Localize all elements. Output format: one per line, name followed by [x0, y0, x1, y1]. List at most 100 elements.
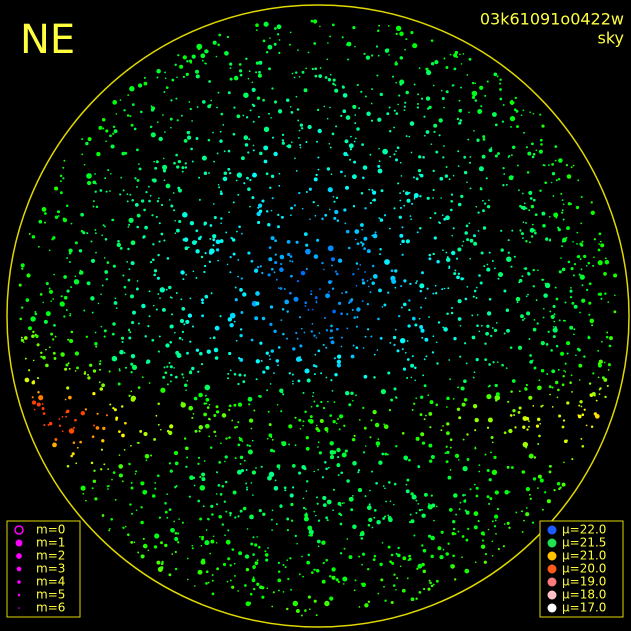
star — [332, 509, 335, 512]
star — [165, 343, 170, 348]
star — [448, 359, 451, 361]
star — [352, 399, 354, 402]
star — [343, 547, 346, 550]
star — [504, 489, 510, 495]
star — [580, 195, 583, 199]
star — [239, 288, 243, 292]
star — [211, 573, 214, 577]
star — [125, 525, 127, 528]
star — [403, 105, 406, 108]
star — [502, 166, 505, 170]
star — [434, 212, 437, 215]
star — [433, 519, 435, 522]
star — [289, 493, 294, 498]
star — [343, 151, 348, 157]
star — [234, 426, 237, 429]
star — [252, 536, 255, 539]
star — [339, 552, 343, 555]
star — [145, 190, 148, 194]
star — [302, 424, 304, 427]
star — [251, 87, 256, 92]
star — [249, 514, 254, 520]
star — [164, 543, 168, 548]
star — [218, 515, 222, 519]
star — [143, 208, 146, 212]
star — [186, 578, 189, 581]
star — [388, 54, 390, 56]
star — [283, 288, 286, 290]
star — [255, 378, 258, 381]
star — [361, 228, 364, 231]
star — [330, 324, 333, 328]
star — [210, 292, 213, 295]
star — [370, 119, 374, 122]
star — [48, 249, 51, 252]
star — [205, 582, 208, 585]
star — [148, 290, 151, 293]
star — [316, 502, 319, 505]
star — [420, 328, 425, 333]
star — [270, 349, 274, 353]
star — [345, 43, 348, 46]
star — [48, 287, 51, 290]
star — [415, 512, 418, 514]
star — [198, 176, 201, 179]
star — [467, 510, 470, 513]
star — [170, 373, 173, 377]
star — [523, 131, 526, 134]
star — [249, 592, 253, 596]
star — [361, 242, 365, 246]
star — [126, 200, 129, 203]
star — [366, 505, 372, 511]
star — [312, 364, 316, 368]
star — [195, 348, 200, 352]
star — [455, 513, 458, 516]
star — [606, 384, 609, 387]
star — [462, 53, 465, 55]
star — [258, 60, 263, 65]
star — [261, 595, 265, 599]
star — [578, 363, 583, 368]
star — [227, 557, 231, 561]
star — [445, 552, 449, 556]
star — [332, 82, 335, 86]
star — [449, 446, 452, 449]
star — [313, 177, 318, 182]
star — [291, 141, 293, 143]
star — [57, 215, 60, 217]
star — [60, 352, 65, 357]
star — [473, 234, 476, 238]
star — [206, 349, 211, 354]
star — [62, 304, 65, 307]
star — [369, 278, 372, 280]
star — [521, 510, 523, 513]
star — [245, 469, 248, 471]
star — [425, 96, 431, 101]
star — [168, 573, 172, 577]
star — [516, 125, 519, 129]
star — [308, 529, 314, 535]
star — [363, 247, 366, 250]
star — [434, 60, 439, 65]
star — [293, 76, 296, 79]
star — [413, 83, 416, 86]
star — [415, 499, 418, 502]
star — [458, 108, 462, 113]
star — [379, 253, 382, 256]
star — [192, 413, 195, 415]
star — [339, 513, 343, 517]
star — [544, 282, 551, 289]
star — [118, 464, 124, 469]
star — [150, 105, 153, 108]
star — [236, 114, 241, 119]
star — [252, 172, 257, 178]
star — [153, 437, 157, 441]
star — [185, 319, 190, 324]
star — [456, 275, 460, 280]
star — [521, 318, 525, 322]
star — [208, 80, 211, 83]
star — [529, 111, 531, 114]
star — [180, 402, 186, 408]
star — [407, 324, 411, 328]
star — [345, 229, 350, 234]
